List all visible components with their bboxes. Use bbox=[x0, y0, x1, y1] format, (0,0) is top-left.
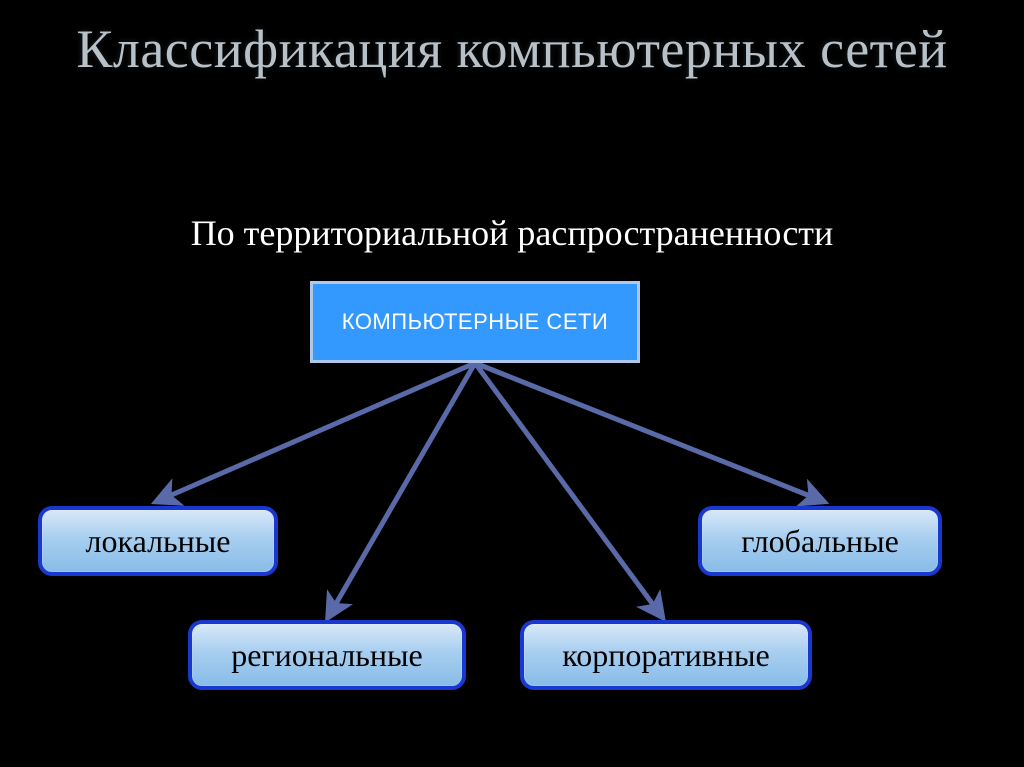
root-node-label: КОМПЬЮТЕРНЫЕ СЕТИ bbox=[342, 309, 609, 335]
leaf-node-corporate: корпоративные bbox=[520, 620, 812, 690]
connector-line bbox=[475, 363, 660, 614]
leaf-node-label: глобальные bbox=[741, 523, 899, 560]
root-node: КОМПЬЮТЕРНЫЕ СЕТИ bbox=[310, 281, 640, 363]
leaf-node-regional: региональные bbox=[188, 620, 466, 690]
leaf-node-global: глобальные bbox=[698, 506, 942, 576]
leaf-node-label: региональные bbox=[231, 637, 422, 674]
leaf-node-label: корпоративные bbox=[562, 637, 769, 674]
slide-subtitle: По территориальной распространенности bbox=[0, 212, 1024, 254]
leaf-node-local: локальные bbox=[38, 506, 278, 576]
connector-line bbox=[160, 363, 475, 500]
connector-arrows bbox=[0, 0, 1024, 767]
connector-line bbox=[330, 363, 475, 614]
leaf-node-label: локальные bbox=[86, 523, 231, 560]
connector-line bbox=[475, 363, 820, 500]
slide-title: Классификация компьютерных сетей bbox=[0, 18, 1024, 80]
